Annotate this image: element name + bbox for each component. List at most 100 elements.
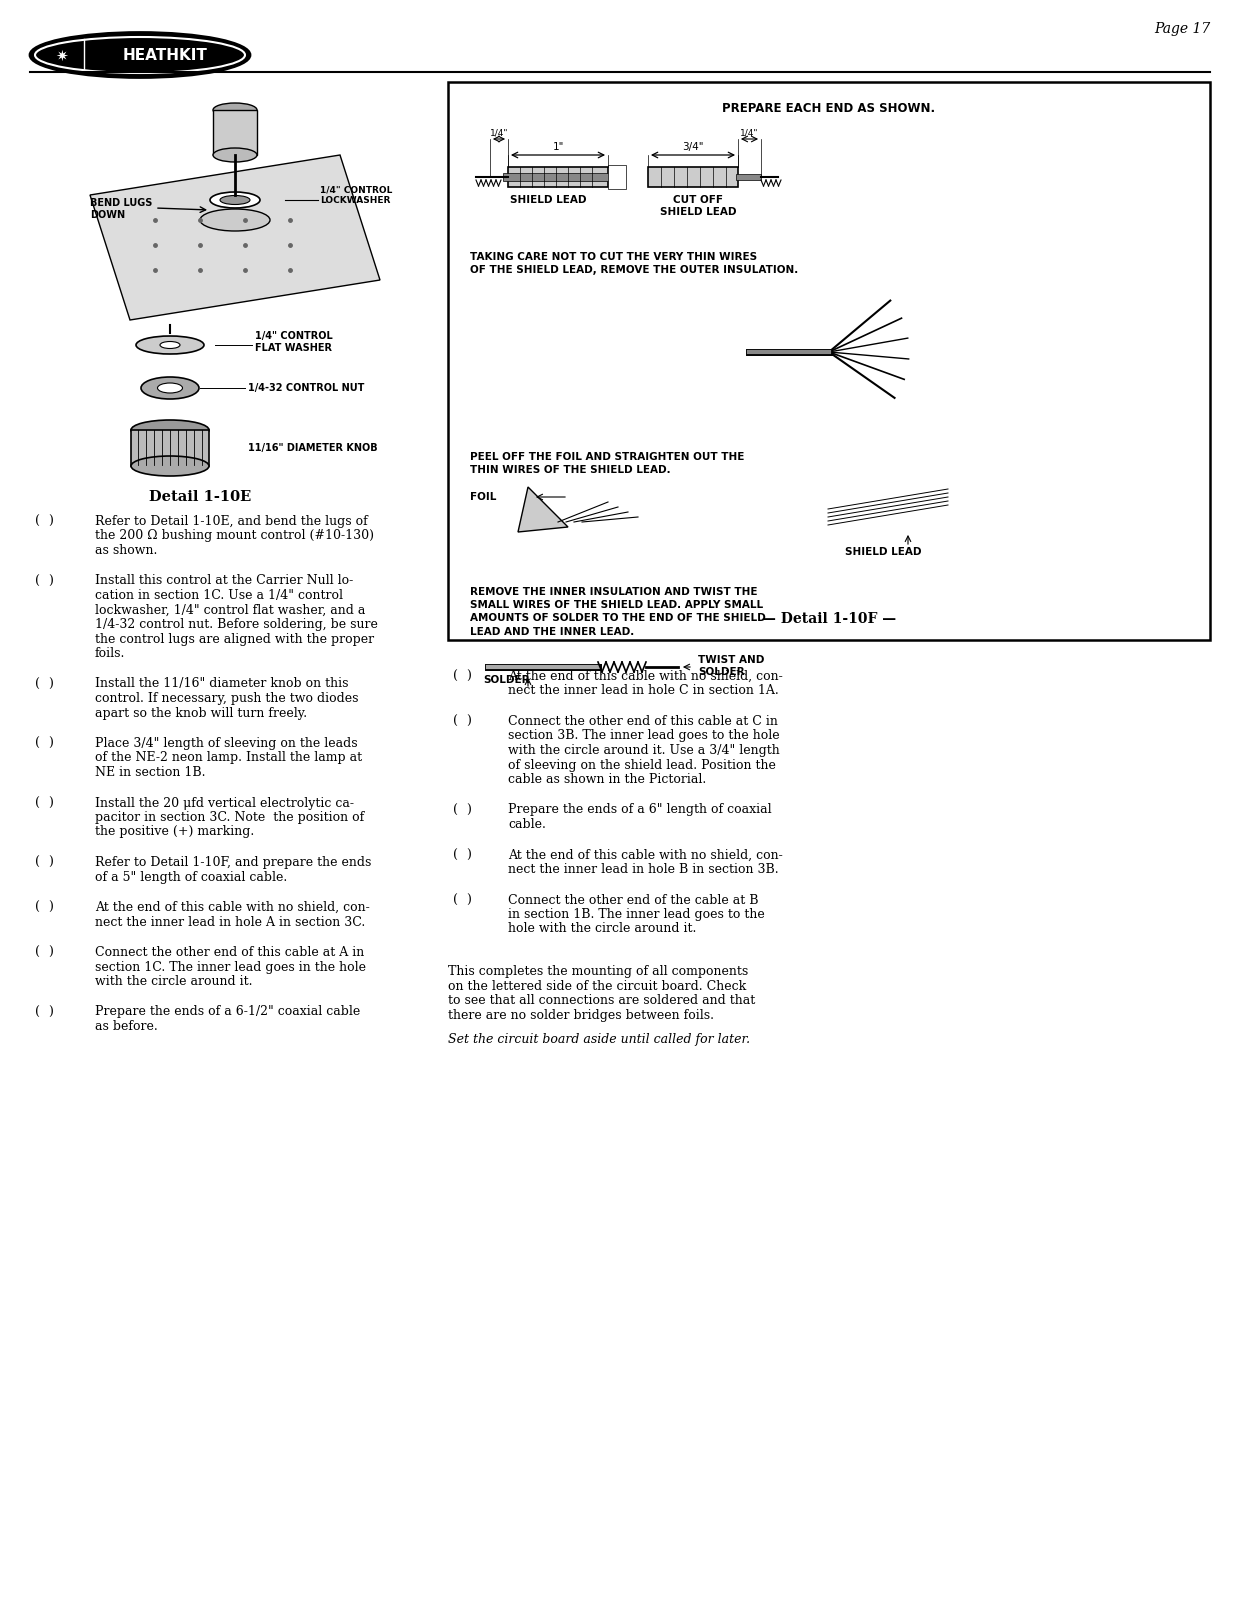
Text: BEND LUGS
DOWN: BEND LUGS DOWN: [90, 198, 152, 219]
Polygon shape: [90, 155, 380, 320]
Text: (: (: [35, 856, 40, 869]
Text: Page 17: Page 17: [1154, 22, 1210, 35]
Text: ): ): [48, 856, 53, 869]
Text: 11/16" DIAMETER KNOB: 11/16" DIAMETER KNOB: [247, 443, 377, 453]
Ellipse shape: [200, 210, 270, 230]
Text: (: (: [35, 901, 40, 914]
Text: cable.: cable.: [508, 818, 546, 830]
Text: ): ): [48, 946, 53, 958]
Text: — Detail 1-10F —: — Detail 1-10F —: [762, 611, 896, 626]
Text: 1/4-32 control nut. Before soldering, be sure: 1/4-32 control nut. Before soldering, be…: [95, 618, 377, 630]
Text: 1/4": 1/4": [490, 128, 508, 138]
Text: Install the 20 μfd vertical electrolytic ca-: Install the 20 μfd vertical electrolytic…: [95, 797, 354, 810]
Ellipse shape: [131, 419, 209, 440]
Text: PREPARE EACH END AS SHOWN.: PREPARE EACH END AS SHOWN.: [722, 102, 935, 115]
Text: SHIELD LEAD: SHIELD LEAD: [510, 195, 586, 205]
Text: the 200 Ω bushing mount control (#10-130): the 200 Ω bushing mount control (#10-130…: [95, 530, 374, 542]
Text: section 1C. The inner lead goes in the hole: section 1C. The inner lead goes in the h…: [95, 960, 366, 973]
Text: lockwasher, 1/4" control flat washer, and a: lockwasher, 1/4" control flat washer, an…: [95, 603, 365, 616]
Text: nect the inner lead in hole C in section 1A.: nect the inner lead in hole C in section…: [508, 685, 779, 698]
Text: 1/4": 1/4": [740, 128, 758, 138]
Text: ): ): [48, 797, 53, 810]
Text: SOLDER: SOLDER: [482, 675, 529, 685]
Text: (: (: [35, 515, 40, 528]
Text: REMOVE THE INNER INSULATION AND TWIST THE
SMALL WIRES OF THE SHIELD LEAD. APPLY : REMOVE THE INNER INSULATION AND TWIST TH…: [470, 587, 766, 637]
Text: SHIELD LEAD: SHIELD LEAD: [845, 547, 922, 557]
Text: Install this control at the Carrier Null lo-: Install this control at the Carrier Null…: [95, 574, 354, 587]
Text: ): ): [466, 848, 471, 861]
Text: Detail 1-10E: Detail 1-10E: [148, 490, 251, 504]
Text: 1/4" CONTROL
LOCKWASHER: 1/4" CONTROL LOCKWASHER: [320, 186, 392, 205]
Text: hole with the circle around it.: hole with the circle around it.: [508, 923, 696, 936]
Text: (: (: [453, 893, 458, 907]
Text: in section 1B. The inner lead goes to the: in section 1B. The inner lead goes to th…: [508, 909, 764, 922]
Text: ): ): [48, 574, 53, 587]
Text: ): ): [48, 677, 53, 691]
Text: Connect the other end of this cable at C in: Connect the other end of this cable at C…: [508, 715, 778, 728]
Text: Prepare the ends of a 6-1/2" coaxial cable: Prepare the ends of a 6-1/2" coaxial cab…: [95, 1005, 360, 1019]
Text: Refer to Detail 1-10E, and bend the lugs of: Refer to Detail 1-10E, and bend the lugs…: [95, 515, 367, 528]
Text: FOIL: FOIL: [470, 493, 496, 502]
Ellipse shape: [220, 195, 250, 205]
Text: ): ): [466, 670, 471, 683]
Bar: [503, 173, 614, 181]
Text: ): ): [466, 803, 471, 816]
Bar: [648, 166, 738, 187]
Text: ): ): [48, 901, 53, 914]
Text: there are no solder bridges between foils.: there are no solder bridges between foil…: [448, 1008, 714, 1021]
Text: Refer to Detail 1-10F, and prepare the ends: Refer to Detail 1-10F, and prepare the e…: [95, 856, 371, 869]
Text: (: (: [35, 797, 40, 810]
Text: ): ): [466, 715, 471, 728]
Polygon shape: [518, 486, 568, 531]
Text: ): ): [48, 1005, 53, 1019]
Text: Set the circuit board aside until called for later.: Set the circuit board aside until called…: [448, 1034, 750, 1046]
Text: ): ): [48, 738, 53, 750]
Text: At the end of this cable with no shield, con-: At the end of this cable with no shield,…: [508, 848, 783, 861]
Text: on the lettered side of the circuit board. Check: on the lettered side of the circuit boar…: [448, 979, 746, 992]
Text: At the end of this cable with no shield, con-: At the end of this cable with no shield,…: [95, 901, 370, 914]
Text: (: (: [453, 848, 458, 861]
Text: Connect the other end of this cable at A in: Connect the other end of this cable at A…: [95, 946, 364, 958]
Text: PEEL OFF THE FOIL AND STRAIGHTEN OUT THE
THIN WIRES OF THE SHIELD LEAD.: PEEL OFF THE FOIL AND STRAIGHTEN OUT THE…: [470, 451, 745, 475]
Bar: [609, 165, 626, 189]
Text: HEATHKIT: HEATHKIT: [122, 48, 208, 64]
Text: 3/4": 3/4": [683, 142, 704, 152]
Text: (: (: [35, 574, 40, 587]
Text: (: (: [453, 670, 458, 683]
Text: cable as shown in the Pictorial.: cable as shown in the Pictorial.: [508, 773, 706, 786]
Text: ): ): [48, 515, 53, 528]
Bar: [508, 166, 609, 187]
Ellipse shape: [157, 382, 183, 394]
Text: TAKING CARE NOT TO CUT THE VERY THIN WIRES
OF THE SHIELD LEAD, REMOVE THE OUTER : TAKING CARE NOT TO CUT THE VERY THIN WIR…: [470, 251, 798, 275]
Text: (: (: [35, 946, 40, 958]
Text: apart so the knob will turn freely.: apart so the knob will turn freely.: [95, 707, 307, 720]
Text: 1": 1": [552, 142, 564, 152]
Text: foils.: foils.: [95, 646, 125, 659]
Text: NE in section 1B.: NE in section 1B.: [95, 766, 205, 779]
Text: Place 3/4" length of sleeving on the leads: Place 3/4" length of sleeving on the lea…: [95, 738, 357, 750]
Ellipse shape: [213, 102, 257, 117]
Ellipse shape: [30, 32, 250, 77]
Text: cation in section 1C. Use a 1/4" control: cation in section 1C. Use a 1/4" control: [95, 589, 343, 602]
Text: with the circle around it. Use a 3/4" length: with the circle around it. Use a 3/4" le…: [508, 744, 779, 757]
Ellipse shape: [210, 192, 260, 208]
Text: 1/4" CONTROL
FLAT WASHER: 1/4" CONTROL FLAT WASHER: [255, 331, 333, 352]
Text: as shown.: as shown.: [95, 544, 157, 557]
Text: (: (: [35, 677, 40, 691]
Text: At the end of this cable with no shield, con-: At the end of this cable with no shield,…: [508, 670, 783, 683]
Text: CUT OFF
SHIELD LEAD: CUT OFF SHIELD LEAD: [659, 195, 736, 216]
Text: (: (: [35, 1005, 40, 1019]
Bar: [736, 174, 761, 179]
Text: as before.: as before.: [95, 1021, 158, 1034]
Text: ): ): [466, 893, 471, 907]
Text: with the circle around it.: with the circle around it.: [95, 974, 252, 987]
Bar: [131, 430, 209, 466]
Text: control. If necessary, push the two diodes: control. If necessary, push the two diod…: [95, 691, 359, 706]
Text: Prepare the ends of a 6" length of coaxial: Prepare the ends of a 6" length of coaxi…: [508, 803, 772, 816]
Bar: [448, 82, 1210, 640]
Text: Install the 11/16" diameter knob on this: Install the 11/16" diameter knob on this: [95, 677, 349, 691]
Ellipse shape: [213, 149, 257, 162]
Text: the control lugs are aligned with the proper: the control lugs are aligned with the pr…: [95, 632, 374, 645]
Text: to see that all connections are soldered and that: to see that all connections are soldered…: [448, 994, 756, 1006]
Text: the positive (+) marking.: the positive (+) marking.: [95, 826, 255, 838]
